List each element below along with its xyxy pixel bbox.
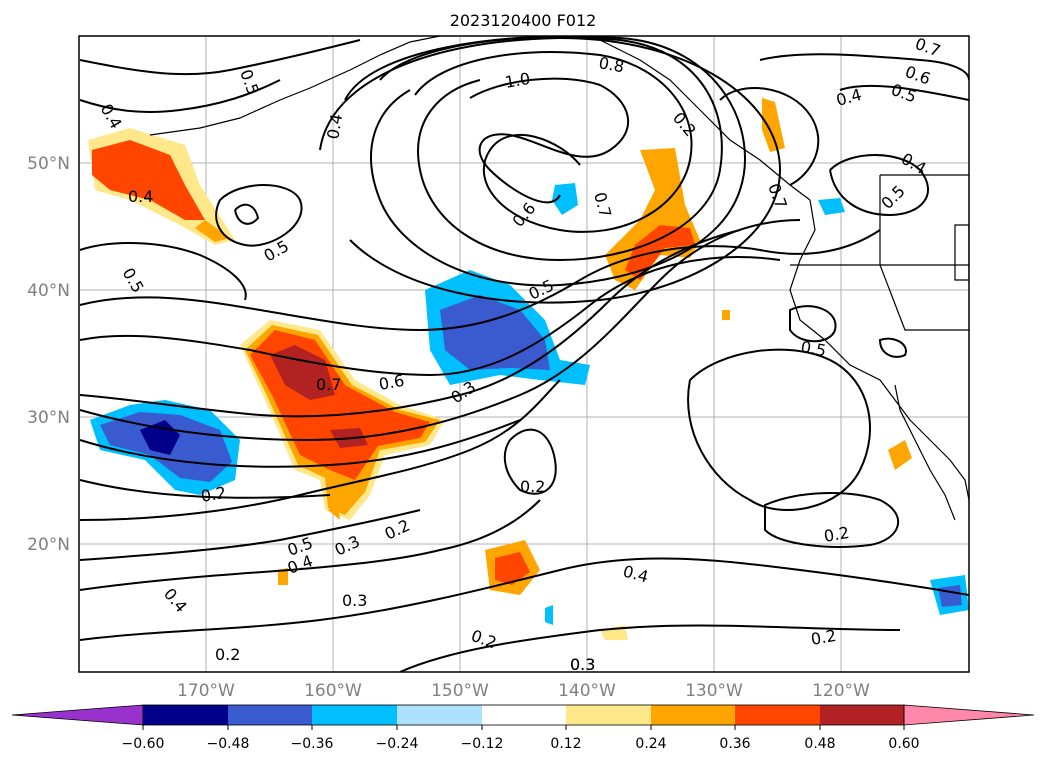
contour-label: 0.3 bbox=[570, 655, 595, 674]
contour-label: 0.8 bbox=[597, 53, 625, 76]
colorbar-tick-label: 0.48 bbox=[804, 736, 835, 752]
lon-label-140w: 140°W bbox=[558, 681, 616, 701]
contour-label: 0.6 bbox=[377, 371, 405, 394]
colorbar-tick-label: −0.24 bbox=[376, 736, 419, 752]
contours bbox=[79, 36, 969, 672]
lat-label-40n: 40°N bbox=[27, 281, 70, 301]
positive-anomaly-baja bbox=[888, 440, 912, 470]
colorbar-extend-max bbox=[903, 704, 1035, 726]
colorbar-extend-min bbox=[11, 704, 144, 726]
contour-label: 0.4 bbox=[323, 112, 346, 140]
colorbar-tick-label: 0.24 bbox=[635, 736, 666, 752]
colorbar-tick-label: 0.60 bbox=[888, 736, 919, 752]
map-frame bbox=[78, 35, 970, 673]
positive-anomaly-northeast-core bbox=[625, 225, 695, 280]
positive-anomaly-bc-coast bbox=[762, 98, 785, 152]
colorbar-bin bbox=[143, 705, 228, 725]
negative-anomaly-small-1 bbox=[545, 605, 553, 625]
colorbar-tick-label: 0.36 bbox=[719, 736, 750, 752]
positive-anomaly-south-core bbox=[495, 552, 530, 585]
colorbar-bin bbox=[312, 705, 397, 725]
colorbar-bin bbox=[735, 705, 820, 725]
contour-label: 0.4 bbox=[128, 187, 153, 206]
colorbar-bin bbox=[228, 705, 312, 725]
colorbar-bin bbox=[566, 705, 651, 725]
contour-label: 0.2 bbox=[199, 483, 227, 506]
positive-anomaly-small-2 bbox=[278, 568, 288, 585]
positive-anomaly-northwest-core bbox=[92, 140, 205, 220]
colorbar-bin bbox=[482, 705, 566, 725]
contour-label: 0.5 bbox=[799, 337, 827, 360]
colorbar-tick-label: −0.48 bbox=[207, 736, 250, 752]
positive-anomaly-nw-edge bbox=[195, 220, 230, 242]
lon-label-150w: 150°W bbox=[431, 681, 489, 701]
colorbar-bin bbox=[820, 705, 904, 725]
positive-anomaly-small-1 bbox=[328, 505, 340, 520]
colorbar-tick-label: −0.12 bbox=[461, 736, 504, 752]
colorbar-bin bbox=[397, 705, 482, 725]
contour-label: 0.2 bbox=[822, 523, 850, 546]
colorbar-outline bbox=[142, 704, 905, 726]
negative-anomaly-southeast-core bbox=[938, 585, 962, 607]
longitude-axis: 170°W 160°W 150°W 140°W 130°W 120°W bbox=[177, 681, 870, 701]
colorbar-tick-label: −0.60 bbox=[122, 736, 165, 752]
contour-label: 0.7 bbox=[316, 375, 341, 394]
contour-label: 0.3 bbox=[570, 655, 595, 674]
colorbar-bin bbox=[651, 705, 735, 725]
contour-label: 1.0 bbox=[503, 69, 531, 92]
contour-label: 0.2 bbox=[215, 645, 240, 664]
colorbar: −0.60 −0.48 −0.36 −0.24 −0.12 0.12 0.24 … bbox=[11, 704, 1035, 752]
latitude-axis: 20°N 30°N 40°N 50°N bbox=[27, 154, 70, 555]
shaded-anomalies bbox=[88, 98, 969, 640]
contour-label: 0.3 bbox=[342, 591, 367, 610]
colorbar-ticks bbox=[142, 725, 905, 730]
contour-label: 0.2 bbox=[520, 477, 545, 496]
colorbar-tick-label: −0.36 bbox=[291, 736, 334, 752]
contour-label: 0.2 bbox=[809, 626, 837, 649]
lon-label-130w: 130°W bbox=[685, 681, 743, 701]
lon-label-120w: 120°W bbox=[812, 681, 870, 701]
positive-anomaly-central-darkred bbox=[270, 345, 368, 448]
coastlines bbox=[149, 36, 969, 521]
lat-label-50n: 50°N bbox=[27, 154, 70, 174]
colorbar-tick-label: 0.12 bbox=[550, 736, 581, 752]
lat-label-30n: 30°N bbox=[27, 408, 70, 428]
lon-label-160w: 160°W bbox=[304, 681, 362, 701]
positive-anomaly-small-4 bbox=[722, 310, 730, 320]
lon-label-170w: 170°W bbox=[177, 681, 235, 701]
negative-anomaly-gulf bbox=[552, 183, 578, 215]
lat-label-20n: 20°N bbox=[27, 535, 70, 555]
map-title: 2023120400 F012 bbox=[450, 11, 597, 30]
positive-anomaly-northeast bbox=[605, 148, 700, 290]
negative-anomaly-pnw bbox=[818, 198, 845, 215]
